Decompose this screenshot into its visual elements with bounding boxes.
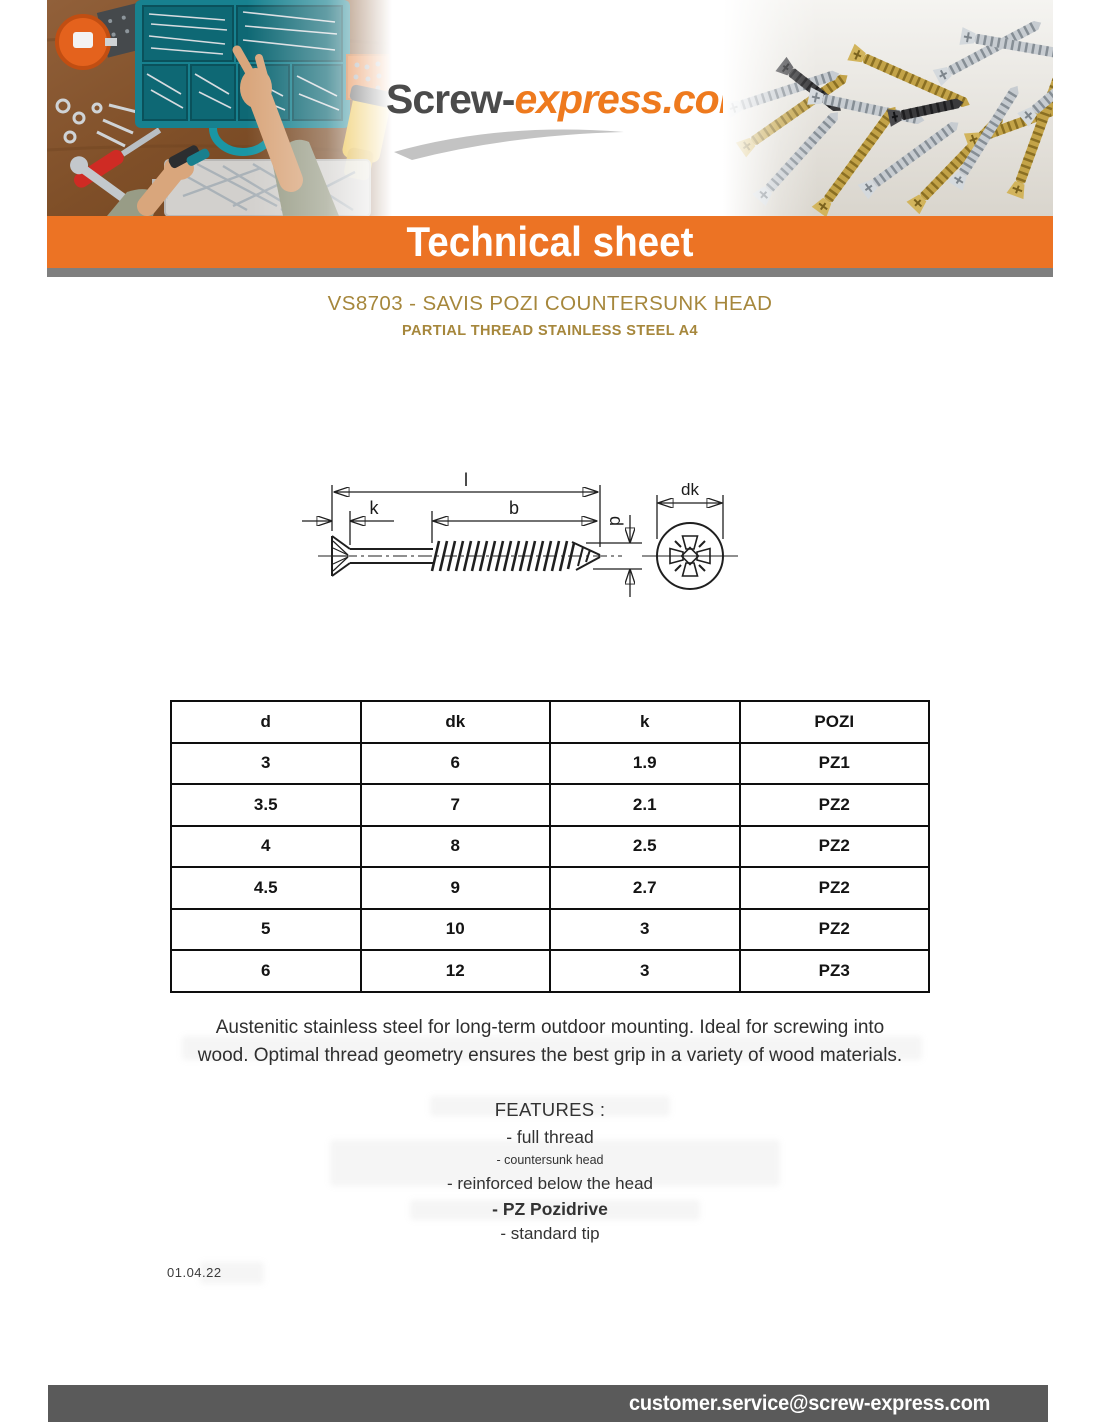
table-row: 3 6 1.9 PZ1 <box>170 741 930 785</box>
spec-table-header-cell: d <box>170 700 362 744</box>
spec-table-cell: 4 <box>170 824 362 868</box>
scan-smudge <box>410 1200 700 1220</box>
description-paragraph: Austenitic stainless steel for long-term… <box>0 1014 1100 1069</box>
spec-table-cell: 6 <box>359 741 551 785</box>
spec-table-header-cell: dk <box>359 700 551 744</box>
spec-table-cell: 12 <box>359 949 551 993</box>
spec-table-header-cell: POZI <box>738 700 930 744</box>
spec-table-cell: PZ1 <box>738 741 930 785</box>
table-row: 6 12 3 PZ3 <box>170 949 930 993</box>
dim-label-d: d <box>606 516 626 526</box>
dim-label-l: l <box>464 470 468 490</box>
dim-label-k: k <box>370 498 380 518</box>
spec-table-cell: 3 <box>549 907 741 951</box>
banner-title: Technical sheet <box>406 218 694 265</box>
feature-item: - reinforced below the head <box>446 1174 654 1193</box>
spec-table-cell: 10 <box>359 907 551 951</box>
spec-table-cell: PZ2 <box>738 824 930 868</box>
spec-table: d dk k POZI 3 6 1.9 PZ1 3.5 7 2.1 PZ2 4 … <box>170 700 930 993</box>
screws-photo <box>723 0 1053 216</box>
spec-table-cell: 2.7 <box>549 866 741 910</box>
description-line: wood. Optimal thread geometry ensures th… <box>197 1044 903 1066</box>
spec-table-cell: 9 <box>359 866 551 910</box>
table-row: 3.5 7 2.1 PZ2 <box>170 783 930 827</box>
spec-table-cell: PZ3 <box>738 949 930 993</box>
feature-item: - full thread <box>506 1127 594 1147</box>
spec-table-cell: PZ2 <box>738 783 930 827</box>
table-row: 4 8 2.5 PZ2 <box>170 824 930 868</box>
footer-email: customer.service@screw-express.com <box>628 1391 990 1415</box>
spec-table-cell: 3 <box>549 949 741 993</box>
spec-table-cell: PZ2 <box>738 866 930 910</box>
product-subtitle: PARTIAL THREAD STAINLESS STEEL A4 <box>402 323 698 339</box>
spec-table-header-cell: k <box>549 700 741 744</box>
spec-table-cell: PZ2 <box>738 907 930 951</box>
scan-smudge <box>182 1036 922 1060</box>
scan-smudge <box>200 1262 264 1284</box>
spec-table-header-row: d dk k POZI <box>170 700 930 744</box>
feature-item: - standard tip <box>500 1224 600 1243</box>
spec-table-cell: 8 <box>359 824 551 868</box>
feature-item: - countersunk head <box>496 1153 604 1167</box>
screw-dimension-diagram: l k b <box>302 470 738 597</box>
workbench-photo <box>47 0 392 216</box>
spec-table-cell: 2.5 <box>549 824 741 868</box>
logo-swoosh <box>394 129 624 160</box>
logo-part-express: express.com <box>514 76 755 122</box>
product-title: VS8703 - SAVIS POZI COUNTERSUNK HEAD <box>327 292 773 315</box>
description-line: Austenitic stainless steel for long-term… <box>215 1017 885 1038</box>
logo-part-screw: Screw- <box>386 76 515 122</box>
spec-table-cell: 3 <box>170 741 362 785</box>
footer-bar: customer.service@screw-express.com <box>48 1385 1048 1422</box>
table-row: 5 10 3 PZ2 <box>170 907 930 951</box>
dim-label-dk: dk <box>681 480 699 499</box>
spec-table-cell: 6 <box>170 949 362 993</box>
brand-logo: Screw-express.com <box>386 76 755 166</box>
revision-date: 01.04.22 <box>167 1265 222 1280</box>
table-row: 4.5 9 2.7 PZ2 <box>170 866 930 910</box>
spec-table-cell: 7 <box>359 783 551 827</box>
spec-table-cell: 2.1 <box>549 783 741 827</box>
spec-table-cell: 3.5 <box>170 783 362 827</box>
banner-divider <box>47 268 1053 277</box>
technical-sheet-banner: Technical sheet <box>47 216 1053 268</box>
scan-smudge <box>330 1140 780 1186</box>
feature-item: - PZ Pozidrive <box>492 1199 608 1219</box>
features-section: FEATURES : - full thread - countersunk h… <box>0 1099 1100 1244</box>
features-heading: FEATURES : <box>494 1099 606 1120</box>
dim-label-b: b <box>509 498 519 518</box>
spec-table-cell: 4.5 <box>170 866 362 910</box>
spec-table-cell: 1.9 <box>549 741 741 785</box>
scan-smudge <box>430 1096 670 1116</box>
spec-table-cell: 5 <box>170 907 362 951</box>
